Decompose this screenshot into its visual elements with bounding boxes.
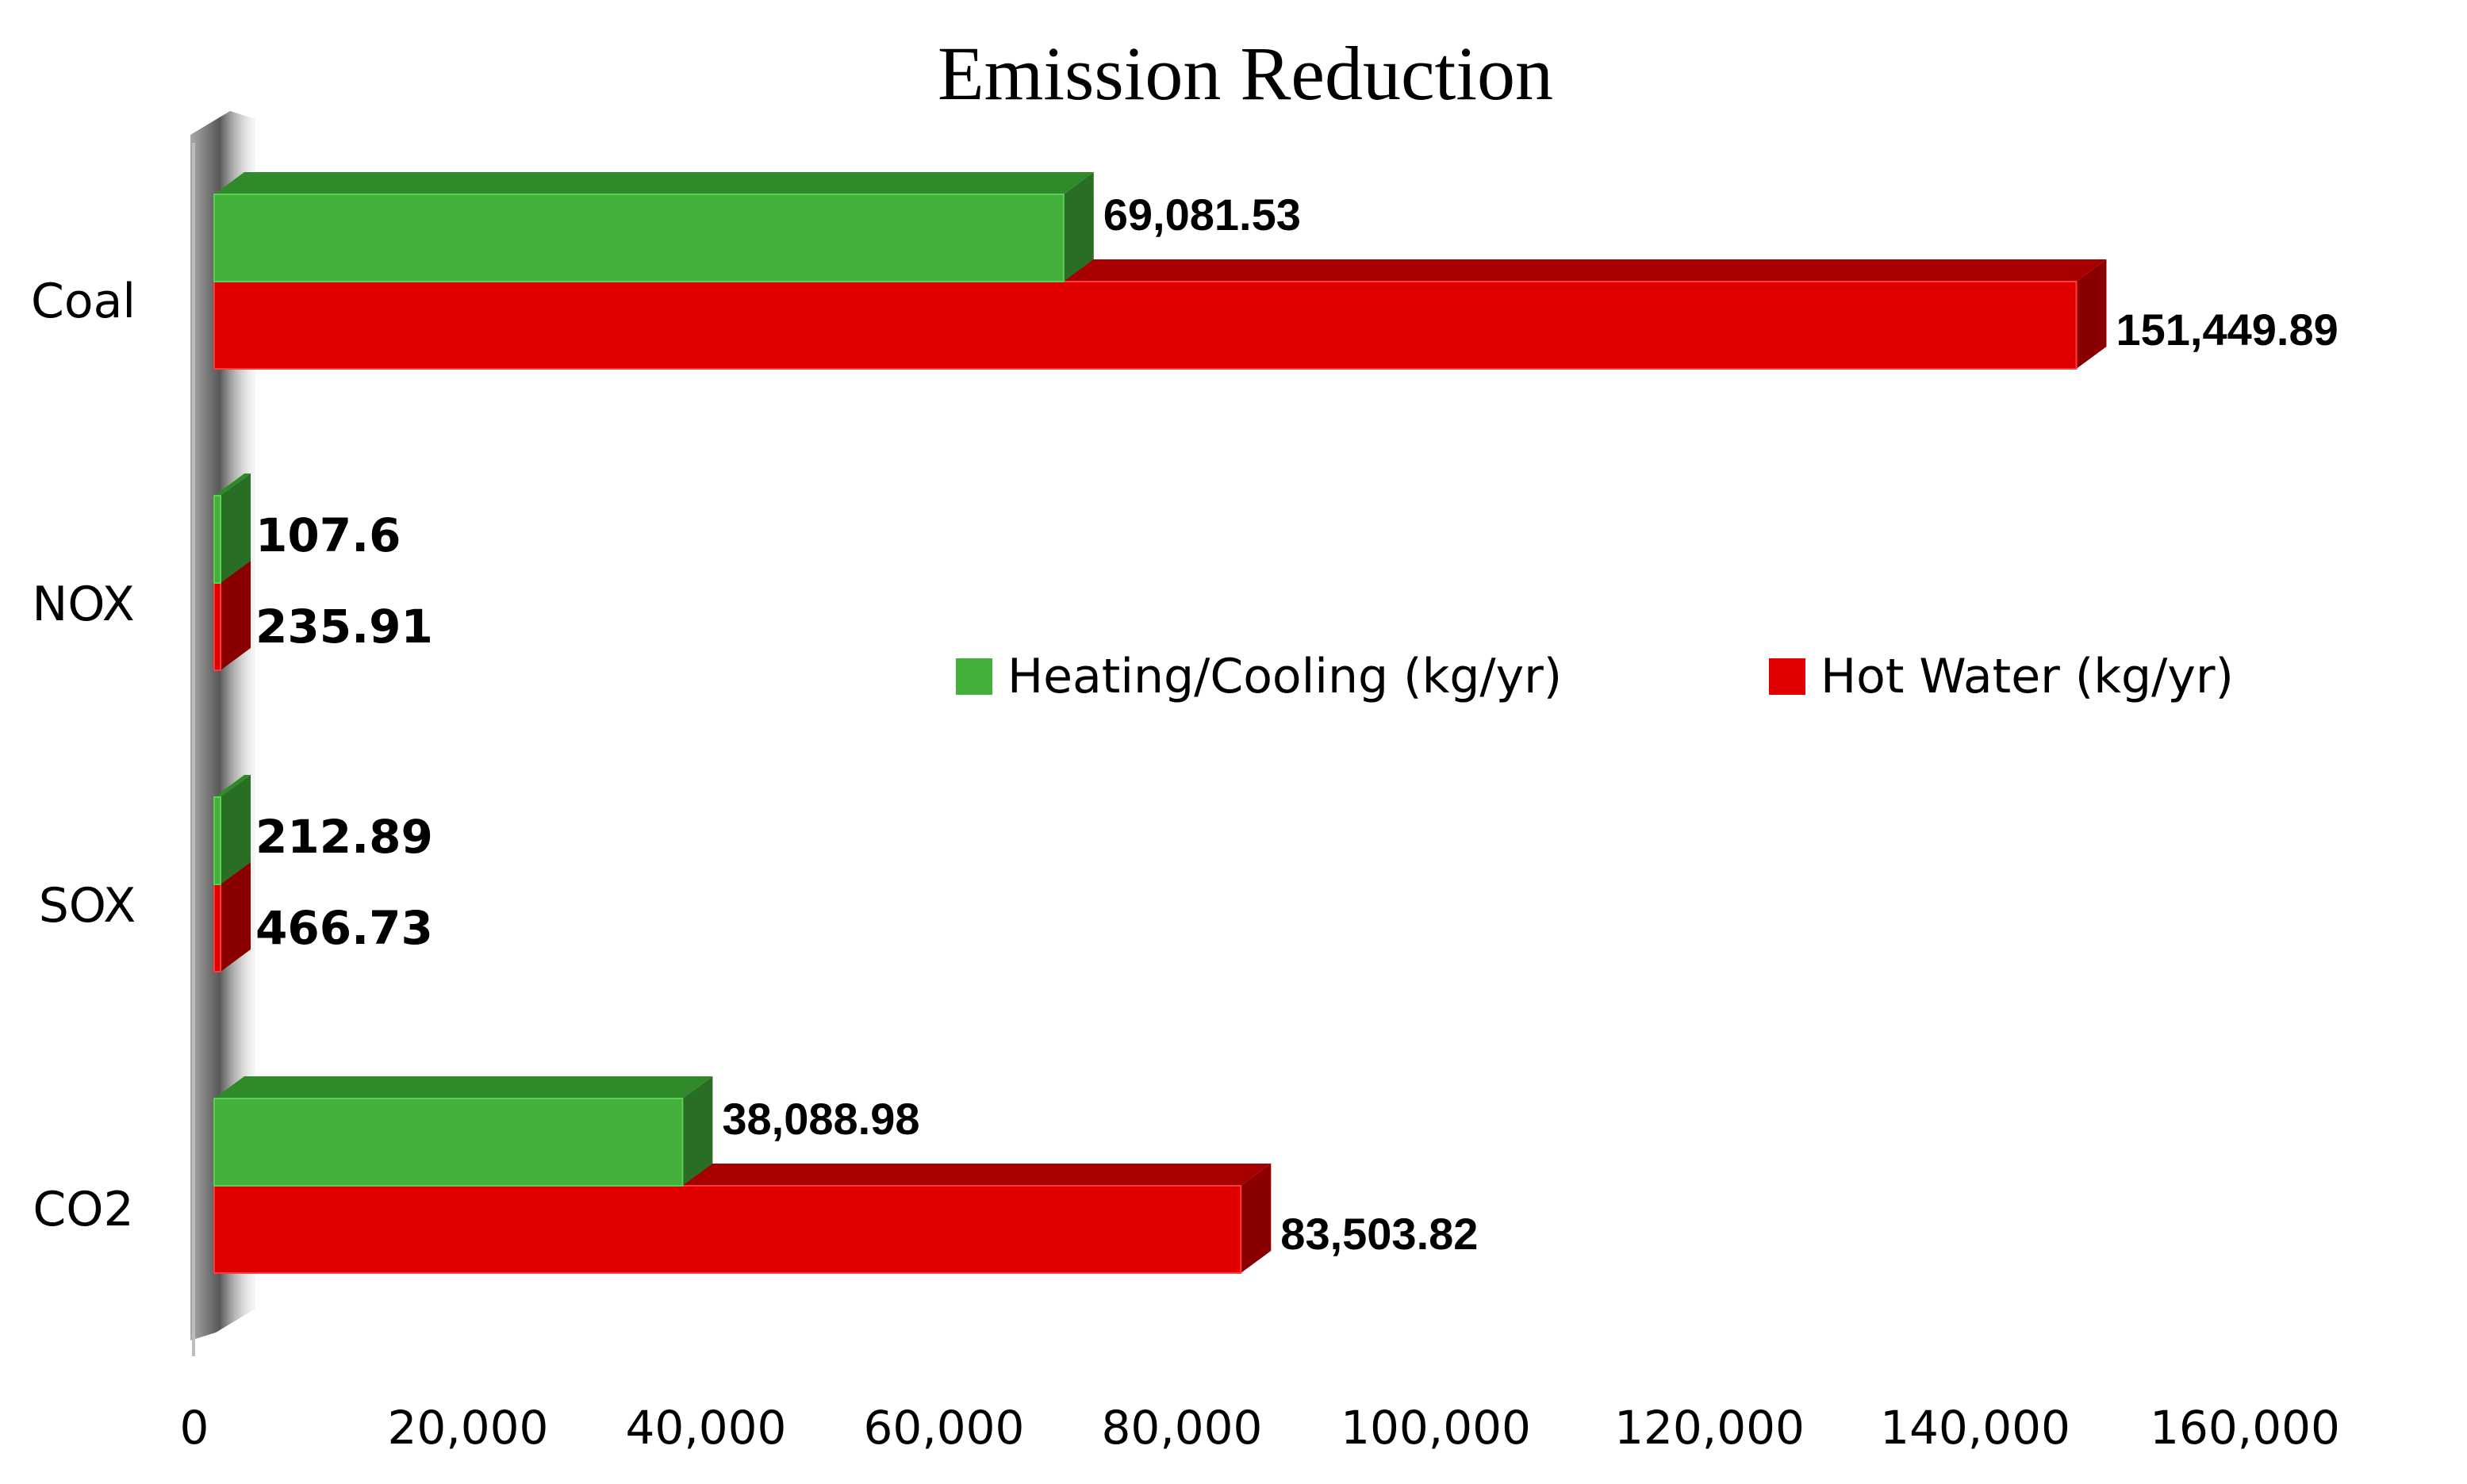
data-label-heating-cooling-nox: 107.6 [255,508,401,562]
plot-wall [190,111,255,1356]
x-tick-label: 100,000 [1341,1401,1531,1455]
legend-label-hot-water: Hot Water (kg/yr) [1821,649,2234,704]
legend-label-heating-cooling: Heating/Cooling (kg/yr) [1007,649,1562,704]
bar-heating-cooling-coal [213,172,1094,282]
bar-side-face [221,561,251,670]
bar-front-face [213,1185,1242,1274]
x-tick-label: 140,000 [1880,1401,2070,1455]
bar-side-face [1241,1164,1272,1273]
category-label-co2: CO2 [33,1182,133,1237]
legend-item-hot-water: Hot Water (kg/yr) [1769,649,2234,704]
bar-top-face [214,1076,713,1099]
data-label-heating-cooling-sox: 212.89 [255,810,433,864]
value-axis: 0 20,000 40,000 60,000 80,000 100,000 12… [180,1401,2340,1455]
data-label-hot-water-co2: 83,503.82 [1280,1209,1478,1259]
bar-heating-cooling-sox [213,775,251,885]
legend-swatch-hot-water [1769,658,1805,695]
legend-item-heating-cooling: Heating/Cooling (kg/yr) [956,649,1562,704]
data-labels-layer: 151,449.89 69,081.53 235.91 107.6 466.73 212.… [255,190,2338,1259]
bar-side-face [2076,259,2107,369]
bar-front-face [213,194,1065,282]
data-label-heating-cooling-coal: 69,081.53 [1103,190,1301,240]
bar-heating-cooling-co2 [213,1076,713,1187]
bar-front-face [213,582,221,671]
bar-front-face [213,1098,684,1187]
bar-top-face [214,172,1094,194]
bar-front-face [213,281,2078,370]
data-label-hot-water-coal: 151,449.89 [2116,305,2338,355]
bar-side-face [221,862,251,972]
category-label-sox: SOX [39,878,136,934]
x-tick-label: 20,000 [388,1401,549,1455]
bars-layer [213,172,2107,1274]
bar-front-face [213,884,221,972]
category-label-coal: Coal [31,274,136,329]
bar-front-face [213,796,221,885]
x-tick-label: 80,000 [1102,1401,1263,1455]
data-label-hot-water-nox: 235.91 [255,600,433,654]
x-tick-label: 40,000 [626,1401,787,1455]
data-label-heating-cooling-co2: 38,088.98 [722,1094,919,1144]
x-tick-label: 120,000 [1614,1401,1805,1455]
wall-shadow [190,111,255,1340]
chart-title: Emission Reduction [938,31,1553,116]
bar-side-face [221,775,251,884]
category-label-nox: NOX [32,577,134,632]
data-label-hot-water-sox: 466.73 [255,901,433,955]
x-tick-label: 160,000 [2150,1401,2340,1455]
x-tick-label: 0 [180,1401,209,1455]
bar-side-face [221,474,251,583]
bar-heating-cooling-nox [213,474,251,584]
bar-side-face [1063,172,1094,282]
bar-top-face [214,775,251,797]
legend: Heating/Cooling (kg/yr) Hot Water (kg/yr… [956,649,2234,704]
bar-side-face [682,1076,713,1186]
category-axis: Coal NOX SOX CO2 [31,274,136,1237]
x-tick-label: 60,000 [864,1401,1025,1455]
legend-swatch-heating-cooling [956,658,992,695]
bar-top-face [214,474,251,496]
bar-front-face [213,495,221,584]
